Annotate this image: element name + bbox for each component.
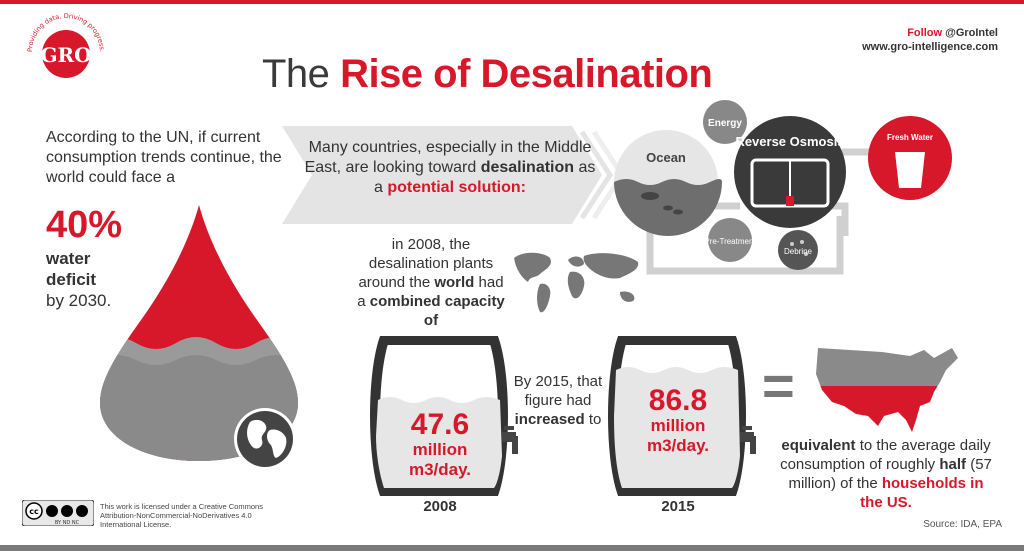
world-map-icon	[514, 252, 639, 313]
page-title: The Rise of Desalination	[262, 52, 713, 96]
equals-sign: =	[762, 354, 795, 417]
intro-text: According to the UN, if current consumpt…	[46, 129, 282, 186]
website-link[interactable]: www.gro-intelligence.com	[862, 41, 998, 53]
fresh-water-label: Fresh Water	[887, 133, 933, 142]
gro-logo: GRO Providing data. Driving progress.	[26, 12, 106, 78]
equivalence-text: equivalent to the average daily consumpt…	[780, 437, 992, 511]
debrine-label: Debrine	[784, 247, 813, 256]
glass-icon	[895, 152, 925, 188]
year-2015-label: 2015	[661, 498, 695, 515]
follow-block: Follow @GroIntel www.gro-intelligence.co…	[862, 26, 998, 54]
bottom-bar	[0, 545, 1024, 551]
follow-label: Follow	[907, 27, 943, 39]
deficit-label: water deficit by 2030.	[46, 249, 112, 310]
barrel-2008	[370, 336, 518, 496]
capacity-2015-value: 86.8 million m3/day.	[646, 384, 710, 456]
faucet-icon	[502, 432, 516, 442]
year-2008-label: 2008	[423, 498, 457, 515]
arrow-banner-text: Many countries, especially in the Middle…	[304, 139, 596, 196]
capacity-2008-text: in 2008, the desalination plants around …	[357, 236, 505, 329]
globe-icon	[234, 408, 296, 470]
ocean-label: Ocean	[646, 150, 686, 165]
capacity-2008-value: 47.6 million m3/day.	[408, 408, 472, 480]
desalination-process-diagram: Ocean Energy Reverse Osmosis Fresh Water…	[614, 100, 952, 275]
deficit-stat: 40%	[46, 204, 123, 246]
svg-text:cc: cc	[29, 507, 39, 516]
barrel-2015	[608, 336, 756, 496]
logo-text: GRO	[40, 43, 91, 67]
top-accent-bar	[0, 0, 1024, 4]
us-map-icon	[816, 348, 958, 432]
license-text: This work is licensed under a Creative C…	[100, 502, 263, 529]
cc-license-badge[interactable]: cc BY ND NC	[22, 500, 94, 526]
pretreatment-label: Pre-Treatment	[704, 237, 756, 246]
faucet-icon	[740, 432, 754, 442]
twitter-handle[interactable]: @GroIntel	[945, 27, 998, 39]
ocean-icon	[614, 130, 722, 236]
source-note: Source: IDA, EPA	[923, 519, 1002, 530]
capacity-2015-text: By 2015, that figure had increased to	[513, 373, 603, 428]
svg-text:BY ND NC: BY ND NC	[55, 520, 80, 526]
reverse-osmosis-label: Reverse Osmosis	[735, 134, 844, 149]
energy-label: Energy	[708, 118, 742, 129]
